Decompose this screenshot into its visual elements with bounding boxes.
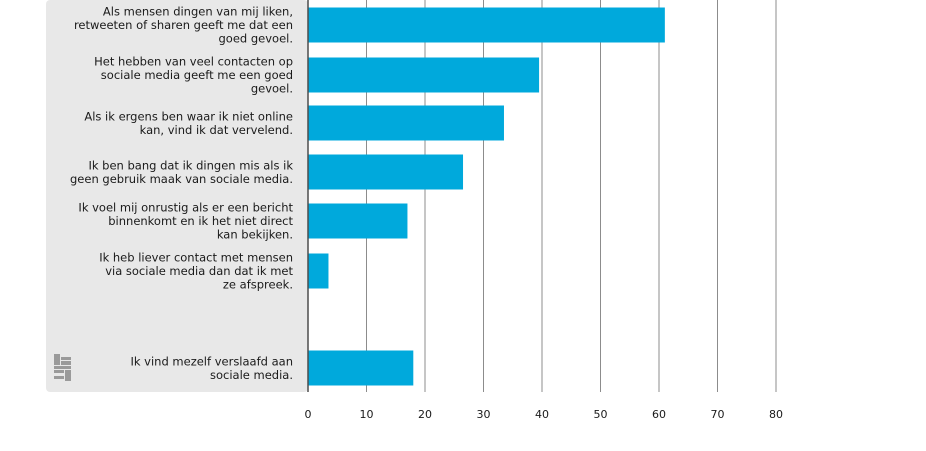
category-label-6: Ik heb liever contact met mensen via soci…	[99, 251, 293, 292]
x-tick-label-60: 60	[652, 408, 666, 421]
x-tick-label-30: 30	[477, 408, 491, 421]
bar-1	[308, 7, 665, 43]
category-label-5: Ik voel mij onrustig als er een bericht b…	[78, 201, 293, 242]
bar-3	[308, 105, 504, 141]
label-panel	[46, 0, 308, 392]
x-tick-label-80: 80	[769, 408, 783, 421]
x-tick-label-0: 0	[305, 408, 312, 421]
category-label-7: Ik vind mezelf verslaafd aan sociale medi…	[130, 354, 293, 382]
category-label-4: Ik ben bang dat ik dingen mis als ik geen…	[70, 158, 293, 186]
x-tick-label-10: 10	[360, 408, 374, 421]
category-label-3: Als ik ergens ben waar ik niet online kan…	[84, 109, 293, 137]
bar-7	[308, 350, 414, 386]
category-label-2: Het hebben van veel contacten op sociale …	[94, 55, 293, 96]
bar-5	[308, 203, 408, 239]
bar-2	[308, 57, 540, 93]
category-labels: Als mensen dingen van mij liken, retweete…	[70, 5, 293, 382]
category-label-1: Als mensen dingen van mij liken, retweete…	[74, 5, 293, 46]
bar-6	[308, 253, 329, 289]
x-tick-label-50: 50	[594, 408, 608, 421]
grid-lines	[366, 0, 777, 392]
cbs-logo-icon	[54, 354, 71, 381]
x-tick-label-20: 20	[418, 408, 432, 421]
x-axis-tick-labels: 0 10 20 30 40 50 60 70 80	[305, 408, 784, 421]
x-tick-label-40: 40	[535, 408, 549, 421]
bars	[308, 7, 665, 386]
bar-4	[308, 154, 464, 190]
x-tick-label-70: 70	[711, 408, 725, 421]
